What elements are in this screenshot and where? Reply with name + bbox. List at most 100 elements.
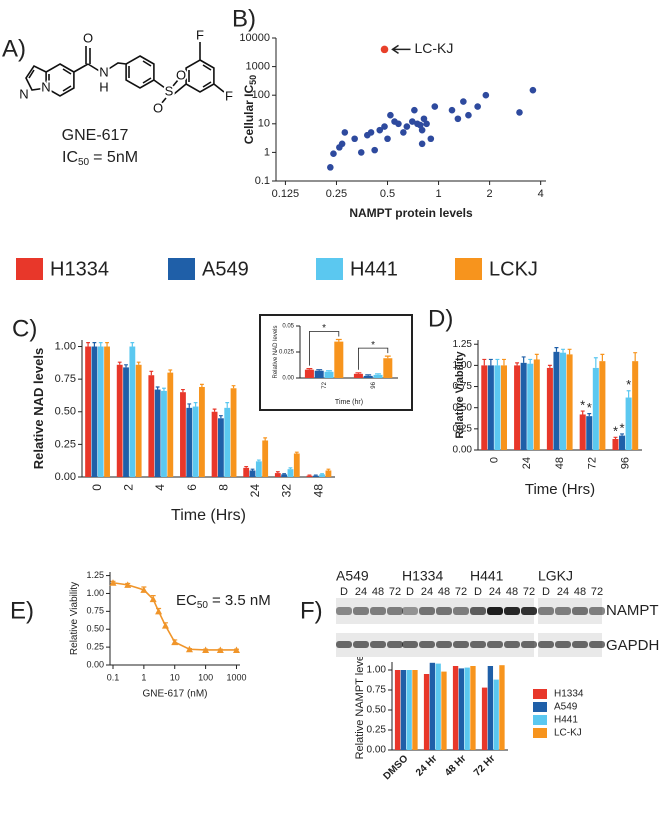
bar <box>116 364 123 477</box>
x-tick-label: 100 <box>198 672 213 682</box>
blot-lane-label: 48 <box>438 586 450 598</box>
point <box>109 579 117 586</box>
blot-lane-label: 48 <box>506 586 518 598</box>
y-axis-label: Relative NAD levels <box>31 348 46 469</box>
bar <box>533 359 540 450</box>
bar <box>619 435 626 450</box>
band <box>504 607 520 615</box>
x-tick-label: 2 <box>487 188 493 200</box>
significance-mark: * <box>587 400 592 415</box>
error-bar <box>117 361 122 365</box>
error-bar <box>275 471 280 474</box>
band <box>353 641 369 648</box>
bar <box>211 411 218 477</box>
bar <box>487 666 494 750</box>
blot-group-label: A549 <box>336 568 369 584</box>
point <box>411 106 418 114</box>
legend-label: H441 <box>554 715 578 726</box>
bar <box>161 390 167 477</box>
legend-swatch <box>533 728 547 738</box>
x-tick-label: 24 <box>248 484 262 498</box>
error-bar <box>620 433 625 436</box>
bar <box>312 475 319 477</box>
point <box>155 607 163 615</box>
y-axis-label-text: Relative NAD levels <box>273 325 279 378</box>
error-bar <box>244 465 249 468</box>
bar <box>546 367 553 450</box>
band <box>387 607 403 615</box>
ic-sub: 50 <box>78 157 90 168</box>
x-tick-label: 8 <box>216 484 230 491</box>
x-tick-label: 48 <box>311 484 325 498</box>
blot-lane-label: 24 <box>421 586 433 598</box>
error-bar <box>567 348 572 355</box>
bar <box>499 665 505 750</box>
legend-swatch <box>168 258 195 280</box>
error-bar <box>294 451 299 454</box>
error-bar <box>384 355 391 359</box>
blot-group-label: H1334 <box>402 568 443 584</box>
band <box>487 641 503 648</box>
error-bar <box>105 342 109 347</box>
blot-lane-label: 24 <box>557 586 569 598</box>
bar <box>167 372 174 477</box>
bar <box>423 674 430 750</box>
panel-label: B) <box>232 5 256 32</box>
point <box>431 103 439 110</box>
blot-row-label: GAPDH <box>606 637 659 654</box>
legend-swatch <box>455 258 482 280</box>
band <box>487 607 503 615</box>
error-bar <box>534 353 539 360</box>
point <box>482 91 490 99</box>
bar <box>319 474 326 477</box>
x-tick-label: 0.5 <box>380 188 395 200</box>
bar <box>586 416 593 450</box>
significance-mark: * <box>580 398 585 413</box>
error-bar <box>86 342 90 347</box>
blot-row-label: NAMPT <box>606 602 659 619</box>
legend-swatch <box>16 258 43 280</box>
x-tick-label: 4 <box>153 484 167 491</box>
x-tick-label: 24 <box>521 457 533 469</box>
error-bar <box>521 356 526 363</box>
x-tick-label: 72 <box>322 381 328 388</box>
bar <box>514 365 521 450</box>
bar <box>400 670 407 750</box>
band <box>504 641 520 648</box>
y-axis-label: Relative Viability <box>69 582 80 655</box>
point <box>465 111 472 119</box>
blot-lane-label: D <box>340 586 348 598</box>
bar <box>85 346 91 477</box>
x-tick-label: 72 Hr <box>472 753 498 779</box>
bar <box>406 670 412 750</box>
legend-label: LCKJ <box>489 258 538 280</box>
y-axis-label-text: Relative NAD levels <box>31 348 46 469</box>
point <box>357 149 365 156</box>
atom: O <box>176 67 186 82</box>
band <box>538 607 554 615</box>
bar <box>306 475 313 477</box>
bar <box>487 365 494 450</box>
error-bar <box>365 374 372 376</box>
error-bar <box>212 408 217 412</box>
panel-label: E) <box>10 597 34 624</box>
bar <box>429 662 436 750</box>
band <box>572 641 588 648</box>
x-tick-label: DMSO <box>381 753 410 782</box>
point <box>376 126 384 134</box>
band <box>402 641 418 648</box>
bar <box>452 666 459 750</box>
blot-lane-label: 24 <box>355 586 367 598</box>
point <box>327 164 334 171</box>
bar <box>383 358 393 378</box>
bar <box>262 440 269 477</box>
y-tick-label: 0.00 <box>453 445 473 456</box>
y-tick-label: 0.50 <box>367 705 387 716</box>
atom: S <box>165 83 174 98</box>
bonds <box>25 42 225 105</box>
band <box>589 607 605 615</box>
bar <box>274 473 281 477</box>
point <box>460 98 467 105</box>
annotation-label: LC-KJ <box>415 40 454 56</box>
band <box>453 641 469 648</box>
